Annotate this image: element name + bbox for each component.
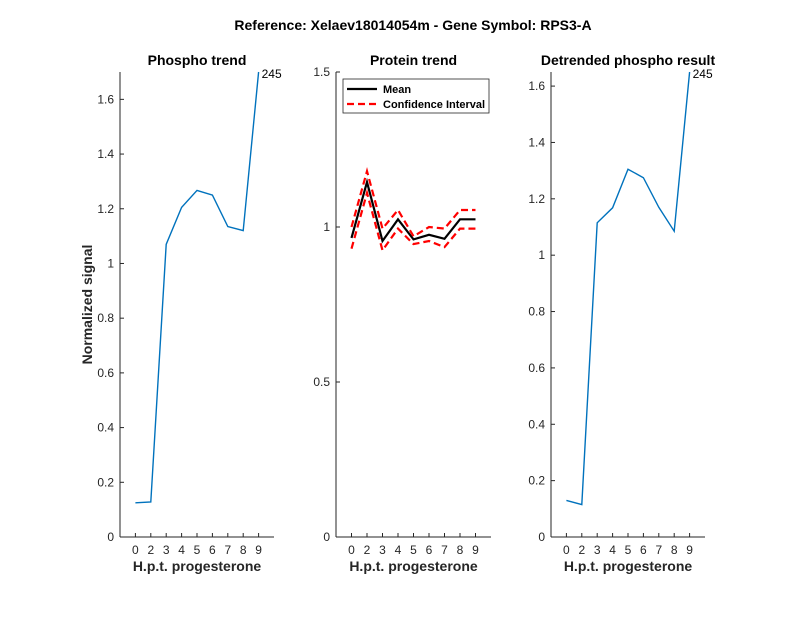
y-tick-label: 0	[107, 530, 114, 544]
x-tick-label: 0	[563, 543, 570, 557]
y-tick-label: 1.2	[97, 202, 114, 216]
series-line-1	[350, 177, 476, 244]
plot-panel-3: Detrended phospho result 0 0.2 0.4 0.6 0.8 1 1.…	[528, 52, 715, 574]
x-tick-label: 2	[578, 543, 585, 557]
figure-title: Reference: Xelaev18014054m - Gene Symbol…	[234, 17, 591, 33]
plot-title: Protein trend	[370, 52, 457, 68]
x-tick-label: 2	[147, 543, 154, 557]
x-tick-label: 6	[209, 543, 216, 557]
x-tick-label: 3	[163, 543, 170, 557]
y-tick-label: 0.4	[528, 417, 545, 431]
x-tick-label: 6	[640, 543, 647, 557]
y-tick-label: 0.4	[97, 421, 114, 435]
x-tick-label: 0	[132, 543, 139, 557]
x-tick-label: 8	[671, 543, 678, 557]
x-tick-label: 5	[625, 543, 632, 557]
y-tick-label: 1	[107, 256, 114, 270]
y-tick-label: 0.2	[97, 475, 114, 489]
series-line-1	[566, 71, 691, 506]
x-tick-label: 9	[472, 543, 479, 557]
x-tick-label: 8	[240, 543, 247, 557]
y-axis-label: Normalized signal	[79, 245, 95, 365]
y-tick-label: 0	[538, 530, 545, 544]
y-tick-label: 1.6	[97, 92, 114, 106]
y-tick-label: 1.5	[313, 65, 330, 79]
point-annotation: 245	[693, 67, 713, 81]
x-axis-label: H.p.t. progesterone	[133, 558, 262, 574]
y-tick-label: 0.6	[528, 361, 545, 375]
x-tick-label: 4	[609, 543, 616, 557]
x-tick-label: 7	[441, 543, 448, 557]
x-tick-label: 0	[348, 543, 355, 557]
x-tick-label: 2	[364, 543, 371, 557]
legend-box	[342, 78, 490, 114]
y-tick-label: 1	[538, 248, 545, 262]
x-tick-label: 3	[379, 543, 386, 557]
x-tick-label: 6	[426, 543, 433, 557]
x-tick-label: 9	[255, 543, 262, 557]
series-line-2	[350, 167, 476, 238]
x-tick-label: 7	[224, 543, 231, 557]
y-tick-label: 0.2	[528, 474, 545, 488]
legend-label: Mean	[383, 84, 411, 96]
x-tick-label: 8	[457, 543, 464, 557]
x-tick-label: 4	[178, 543, 185, 557]
y-tick-label: 1.2	[528, 192, 545, 206]
y-tick-label: 0	[323, 530, 330, 544]
x-tick-label: 3	[594, 543, 601, 557]
x-tick-label: 4	[395, 543, 402, 557]
y-tick-label: 1.4	[97, 147, 114, 161]
x-tick-label: 7	[655, 543, 662, 557]
point-annotation: 245	[262, 67, 282, 81]
series-line-3	[350, 188, 476, 253]
x-tick-label: 5	[410, 543, 417, 557]
y-tick-label: 1	[323, 220, 330, 234]
series-line-1	[135, 71, 260, 504]
y-tick-label: 1.6	[528, 79, 545, 93]
x-tick-label: 5	[194, 543, 201, 557]
plot-title: Detrended phospho result	[541, 52, 716, 68]
plot-title: Phospho trend	[148, 52, 247, 68]
legend-label: Confidence Interval	[383, 99, 485, 111]
y-tick-label: 0.8	[97, 311, 114, 325]
x-tick-label: 9	[686, 543, 693, 557]
y-tick-label: 0.6	[97, 366, 114, 380]
x-axis-label: H.p.t. progesterone	[349, 558, 478, 574]
y-tick-label: 0.8	[528, 305, 545, 319]
y-tick-label: 1.4	[528, 135, 545, 149]
x-axis-label: H.p.t. progesterone	[564, 558, 693, 574]
y-tick-label: 0.5	[313, 375, 330, 389]
legend: Mean Confidence Interval	[342, 78, 490, 114]
